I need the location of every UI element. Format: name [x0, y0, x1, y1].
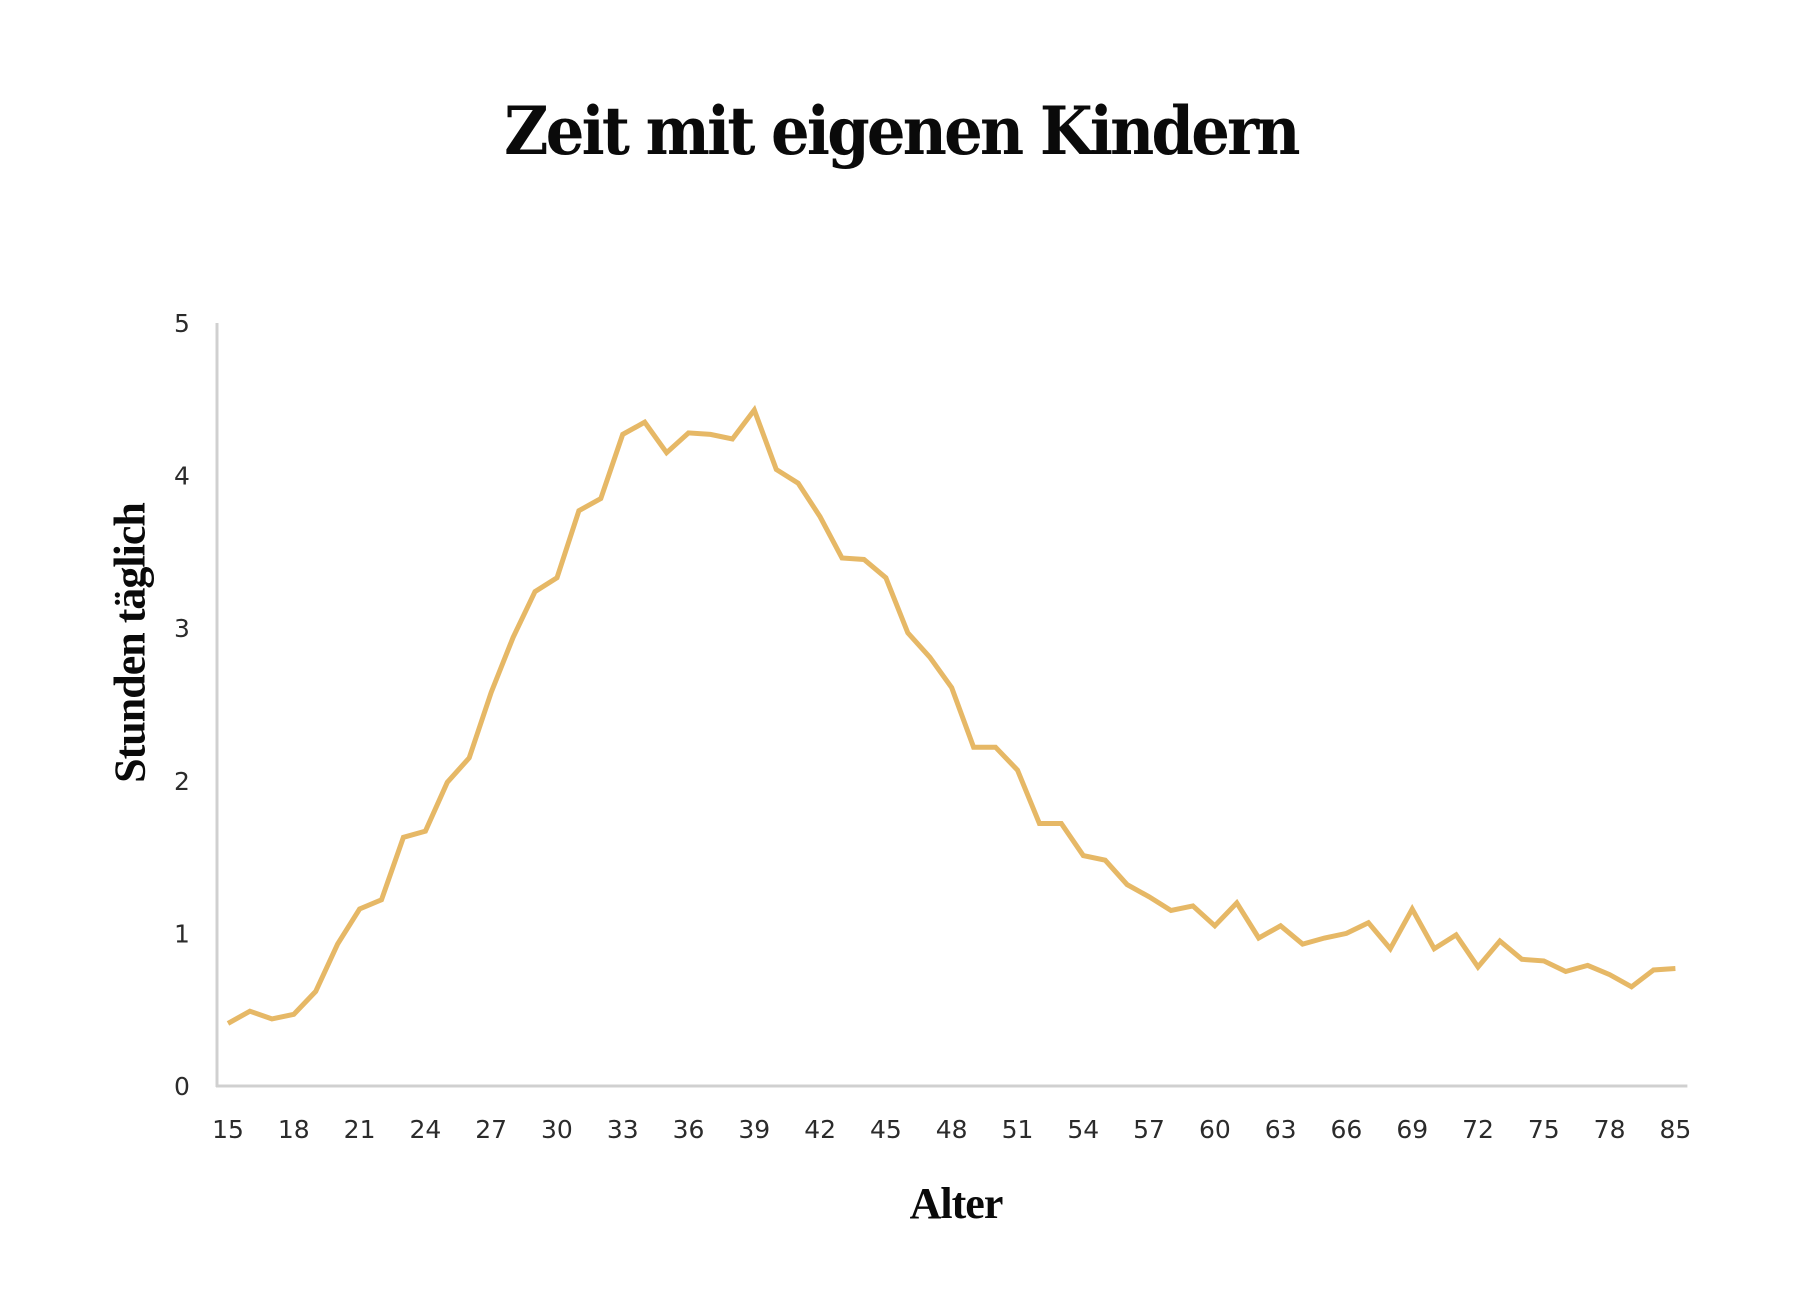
- x-tick-label: 75: [1528, 1115, 1560, 1144]
- x-tick-label: 57: [1133, 1115, 1165, 1144]
- x-tick-label: 39: [738, 1115, 770, 1144]
- x-tick-label: 24: [409, 1115, 441, 1144]
- y-axis-ticks: 0 1 2 3 4 5: [174, 309, 190, 1101]
- x-axis-ticks: 15 18 21 24 27 30 33 36 39 42 45 48 51 54 57 60 63 66 69 72…: [212, 1115, 1691, 1144]
- x-tick-label: 30: [541, 1115, 573, 1144]
- x-tick-label: 78: [1594, 1115, 1626, 1144]
- x-tick-label: 60: [1199, 1115, 1231, 1144]
- series-line: [226, 404, 1676, 1026]
- x-tick-label: 18: [278, 1115, 310, 1144]
- data-series: [226, 404, 1676, 1026]
- x-tick-label: 54: [1067, 1115, 1099, 1144]
- x-tick-label: 45: [870, 1115, 902, 1144]
- x-tick-label: 48: [936, 1115, 968, 1144]
- x-tick-label: 33: [607, 1115, 639, 1144]
- x-tick-label: 72: [1462, 1115, 1494, 1144]
- y-tick-label: 1: [174, 919, 190, 948]
- chart-title: Zeit mit eigenen Kindern: [504, 92, 1300, 170]
- x-tick-label: 15: [212, 1115, 244, 1144]
- axes: [215, 323, 1688, 1088]
- x-tick-label: 63: [1265, 1115, 1297, 1144]
- x-tick-label: 85: [1659, 1115, 1691, 1144]
- x-tick-label: 66: [1331, 1115, 1363, 1144]
- y-tick-label: 3: [174, 614, 190, 643]
- y-tick-label: 2: [174, 767, 190, 796]
- x-tick-label: 21: [344, 1115, 376, 1144]
- y-tick-label: 0: [174, 1072, 190, 1101]
- x-axis-title: Alter: [909, 1179, 1004, 1228]
- x-tick-label: 42: [804, 1115, 836, 1144]
- x-tick-label: 51: [1002, 1115, 1034, 1144]
- x-tick-label: 69: [1396, 1115, 1428, 1144]
- y-tick-label: 5: [174, 309, 190, 338]
- x-tick-label: 27: [475, 1115, 507, 1144]
- y-tick-label: 4: [174, 462, 190, 491]
- x-tick-label: 36: [673, 1115, 705, 1144]
